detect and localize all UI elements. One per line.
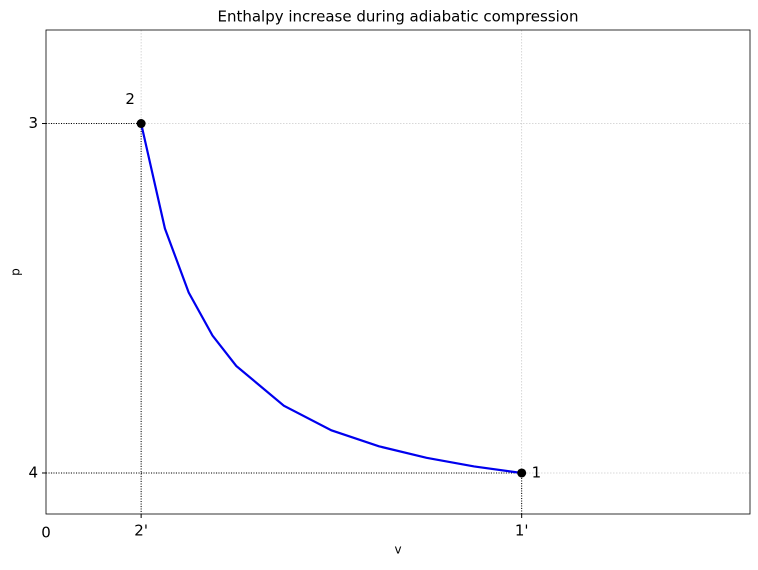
plot-frame [45, 29, 751, 515]
state-point [517, 468, 527, 478]
state-point [136, 119, 146, 129]
x-tick-label: 1' [515, 522, 529, 540]
point-label: 1 [532, 463, 542, 481]
curve [140, 123, 522, 475]
x-axis-label: v [394, 543, 401, 557]
y-tick-label: 3 [28, 114, 38, 132]
x-tick-label: 2' [134, 522, 148, 540]
chart-title: Enthalpy increase during adiabatic compr… [217, 8, 578, 26]
y-axis-label: p [9, 268, 23, 276]
y-tick-label: 4 [28, 463, 38, 481]
point-label: 2 [125, 90, 135, 108]
origin-label: 0 [41, 524, 51, 542]
